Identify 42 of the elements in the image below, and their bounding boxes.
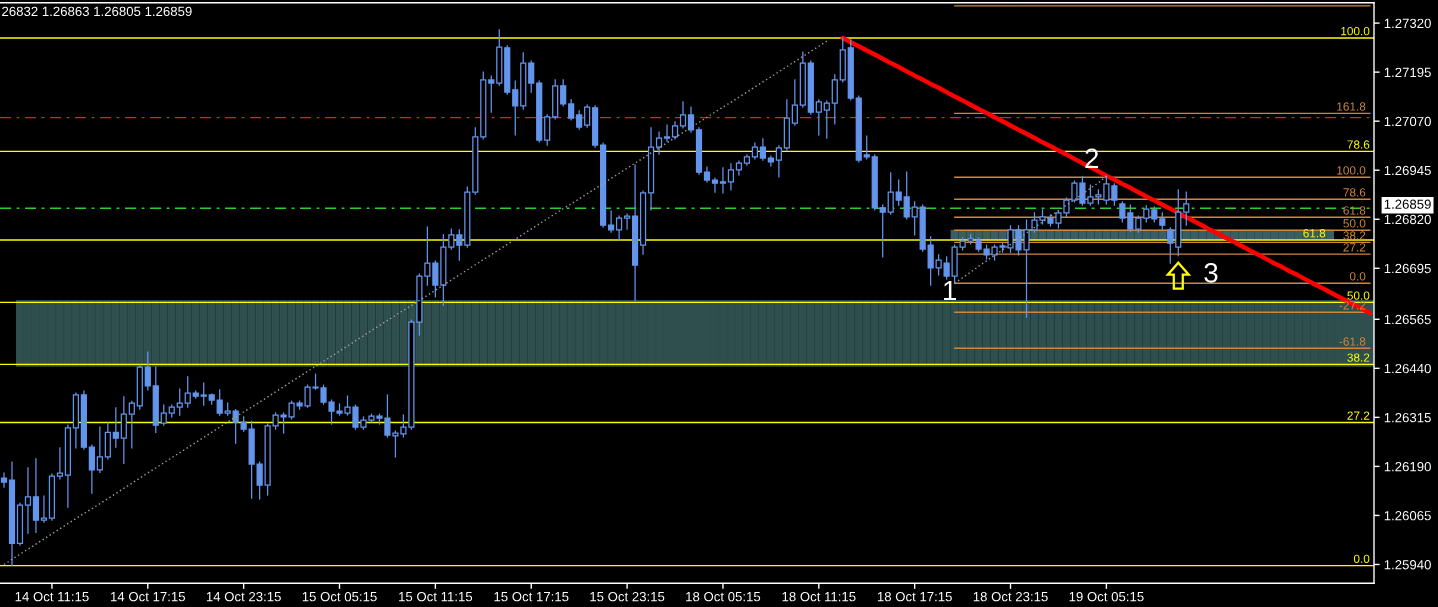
annotation: 2 — [1085, 148, 1099, 168]
x-tick-label: 15 Oct 17:15 — [494, 591, 569, 602]
x-tick-label: 19 Oct 05:15 — [1069, 591, 1144, 602]
annotation: 50.0 — [1347, 291, 1370, 300]
annotation: 27.2 — [1347, 411, 1370, 420]
y-tick-label: 1.26945 — [1384, 165, 1431, 176]
y-tick-label: 1.26190 — [1384, 461, 1431, 472]
y-tick-label: 1.27195 — [1384, 67, 1431, 78]
chart-title: 26832 1.26863 1.26805 1.26859 — [2, 6, 192, 17]
annotation: 3 — [1204, 262, 1218, 283]
series-label: 50.0 — [1343, 219, 1366, 228]
y-tick-label: 1.25940 — [1384, 560, 1431, 570]
y-tick-label: 1.26695 — [1384, 263, 1431, 274]
x-tick-label: 18 Oct 17:15 — [877, 591, 952, 602]
y-tick-label: 1.27070 — [1384, 116, 1431, 127]
x-tick-label: 15 Oct 05:15 — [302, 591, 377, 602]
y-tick-label: 1.26440 — [1384, 363, 1431, 374]
y-tick-label: 1.27320 — [1384, 18, 1431, 29]
x-tick-label: 18 Oct 23:15 — [973, 591, 1048, 602]
x-tick-label: 14 Oct 17:15 — [111, 591, 186, 602]
annotation: 1 — [944, 280, 957, 301]
x-tick-label: 14 Oct 23:15 — [206, 591, 281, 602]
y-tick-label: 1.26859 — [1384, 199, 1431, 209]
series-label: 38.2 — [1343, 231, 1366, 240]
y-tick-label: 1.26565 — [1384, 314, 1431, 325]
annotation: 78.6 — [1347, 140, 1370, 149]
series-label: 161.8 — [1337, 102, 1366, 111]
x-tick-label: 18 Oct 05:15 — [686, 591, 761, 602]
annotation: 100.0 — [1341, 26, 1370, 36]
series-label: 78.6 — [1343, 188, 1366, 197]
y-tick-label: 1.26315 — [1384, 412, 1431, 423]
y-tick-label: 1.26820 — [1384, 214, 1431, 225]
x-tick-label: 18 Oct 11:15 — [782, 591, 856, 602]
series-label: 100.0 — [1337, 166, 1366, 175]
y-tick-label: 1.26065 — [1384, 511, 1431, 521]
series-label: 61.8 — [1343, 206, 1366, 215]
x-tick-label: 15 Oct 11:15 — [399, 591, 473, 602]
series-label: 0.0 — [1349, 272, 1366, 281]
x-tick-label: 15 Oct 23:15 — [590, 591, 665, 602]
x-tick-label: 14 Oct 11:15 — [15, 591, 89, 602]
series-label: 27.2 — [1343, 243, 1366, 252]
annotation: 0.0 — [1353, 554, 1370, 563]
